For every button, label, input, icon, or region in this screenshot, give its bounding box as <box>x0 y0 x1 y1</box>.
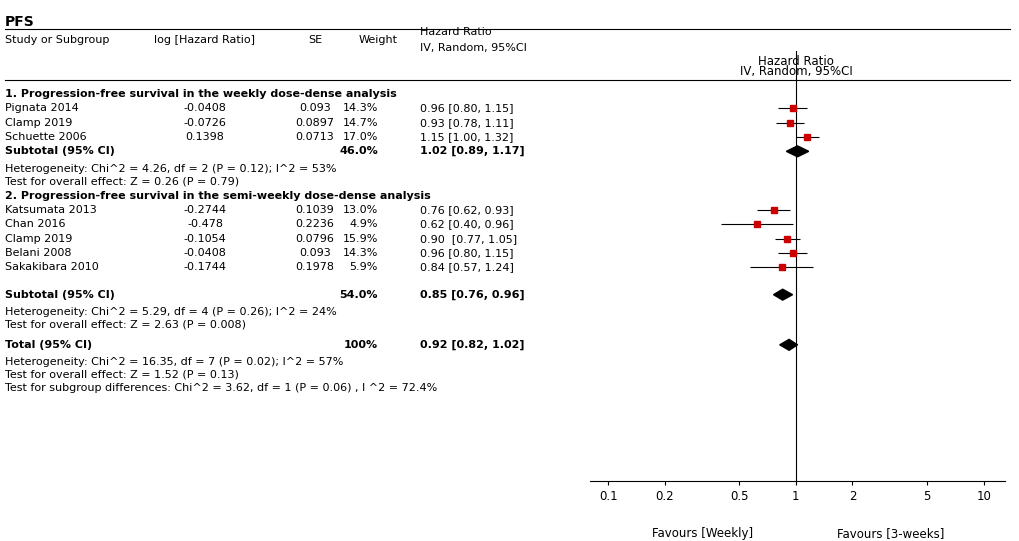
Text: IV, Random, 95%CI: IV, Random, 95%CI <box>739 64 852 77</box>
Polygon shape <box>772 289 792 300</box>
Text: Hazard Ratio: Hazard Ratio <box>757 55 833 68</box>
Text: IV, Random, 95%CI: IV, Random, 95%CI <box>420 43 527 53</box>
Text: -0.0726: -0.0726 <box>183 117 226 128</box>
Text: 0.093: 0.093 <box>299 248 330 258</box>
Text: 0.0713: 0.0713 <box>296 132 334 142</box>
Text: 14.3%: 14.3% <box>342 103 378 113</box>
Text: 1.15 [1.00, 1.32]: 1.15 [1.00, 1.32] <box>420 132 513 142</box>
Text: Pignata 2014: Pignata 2014 <box>5 103 78 113</box>
Text: Test for subgroup differences: Chi^2 = 3.62, df = 1 (P = 0.06) , I ^2 = 72.4%: Test for subgroup differences: Chi^2 = 3… <box>5 383 437 393</box>
Text: Weight: Weight <box>358 35 397 45</box>
Text: Clamp 2019: Clamp 2019 <box>5 117 72 128</box>
Text: Katsumata 2013: Katsumata 2013 <box>5 205 97 215</box>
Text: Favours [Weekly]: Favours [Weekly] <box>652 527 753 540</box>
Text: 0.62 [0.40, 0.96]: 0.62 [0.40, 0.96] <box>420 220 514 229</box>
Text: 13.0%: 13.0% <box>342 205 378 215</box>
Text: 0.90  [0.77, 1.05]: 0.90 [0.77, 1.05] <box>420 234 517 244</box>
Text: Clamp 2019: Clamp 2019 <box>5 234 72 244</box>
Text: Subtotal (95% CI): Subtotal (95% CI) <box>5 289 115 300</box>
Text: 0.92 [0.82, 1.02]: 0.92 [0.82, 1.02] <box>420 340 524 350</box>
Text: Total (95% CI): Total (95% CI) <box>5 340 92 350</box>
Text: Heterogeneity: Chi^2 = 16.35, df = 7 (P = 0.02); I^2 = 57%: Heterogeneity: Chi^2 = 16.35, df = 7 (P … <box>5 357 343 367</box>
Text: 14.3%: 14.3% <box>342 248 378 258</box>
Text: 0.1398: 0.1398 <box>185 132 224 142</box>
Text: 100%: 100% <box>343 340 378 350</box>
Text: 0.0796: 0.0796 <box>296 234 334 244</box>
Text: -0.0408: -0.0408 <box>183 248 226 258</box>
Text: -0.1054: -0.1054 <box>183 234 226 244</box>
Text: Test for overall effect: Z = 0.26 (P = 0.79): Test for overall effect: Z = 0.26 (P = 0… <box>5 176 238 187</box>
Text: -0.0408: -0.0408 <box>183 103 226 113</box>
Text: Belani 2008: Belani 2008 <box>5 248 71 258</box>
Text: Hazard Ratio: Hazard Ratio <box>420 27 491 37</box>
Text: 0.96 [0.80, 1.15]: 0.96 [0.80, 1.15] <box>420 248 513 258</box>
Text: -0.2744: -0.2744 <box>183 205 226 215</box>
Text: log [Hazard Ratio]: log [Hazard Ratio] <box>154 35 255 45</box>
Text: 0.1039: 0.1039 <box>296 205 334 215</box>
Text: -0.478: -0.478 <box>186 220 223 229</box>
Text: Sakakibara 2010: Sakakibara 2010 <box>5 262 99 273</box>
Text: Favours [3-weeks]: Favours [3-weeks] <box>837 527 944 540</box>
Text: Study or Subgroup: Study or Subgroup <box>5 35 109 45</box>
Text: 0.2236: 0.2236 <box>296 220 334 229</box>
Text: 0.85 [0.76, 0.96]: 0.85 [0.76, 0.96] <box>420 289 524 300</box>
Text: 1. Progression-free survival in the weekly dose-dense analysis: 1. Progression-free survival in the week… <box>5 89 396 99</box>
Text: 5.9%: 5.9% <box>350 262 378 273</box>
Text: Chan 2016: Chan 2016 <box>5 220 65 229</box>
Text: 0.84 [0.57, 1.24]: 0.84 [0.57, 1.24] <box>420 262 514 273</box>
Text: Heterogeneity: Chi^2 = 4.26, df = 2 (P = 0.12); I^2 = 53%: Heterogeneity: Chi^2 = 4.26, df = 2 (P =… <box>5 163 336 174</box>
Polygon shape <box>786 146 808 157</box>
Text: Subtotal (95% CI): Subtotal (95% CI) <box>5 146 115 156</box>
Text: 0.0897: 0.0897 <box>296 117 334 128</box>
Text: 14.7%: 14.7% <box>342 117 378 128</box>
Text: 1.02 [0.89, 1.17]: 1.02 [0.89, 1.17] <box>420 146 524 156</box>
Text: 0.93 [0.78, 1.11]: 0.93 [0.78, 1.11] <box>420 117 514 128</box>
Text: SE: SE <box>308 35 322 45</box>
Text: 2. Progression-free survival in the semi-weekly dose-dense analysis: 2. Progression-free survival in the semi… <box>5 191 430 201</box>
Text: 54.0%: 54.0% <box>339 289 378 300</box>
Text: Heterogeneity: Chi^2 = 5.29, df = 4 (P = 0.26); I^2 = 24%: Heterogeneity: Chi^2 = 5.29, df = 4 (P =… <box>5 307 336 317</box>
Text: 0.1978: 0.1978 <box>296 262 334 273</box>
Text: Schuette 2006: Schuette 2006 <box>5 132 87 142</box>
Text: 0.093: 0.093 <box>299 103 330 113</box>
Text: 17.0%: 17.0% <box>342 132 378 142</box>
Text: 15.9%: 15.9% <box>342 234 378 244</box>
Text: -0.1744: -0.1744 <box>183 262 226 273</box>
Text: PFS: PFS <box>5 15 35 29</box>
Text: 4.9%: 4.9% <box>350 220 378 229</box>
Text: 0.76 [0.62, 0.93]: 0.76 [0.62, 0.93] <box>420 205 514 215</box>
Text: Test for overall effect: Z = 2.63 (P = 0.008): Test for overall effect: Z = 2.63 (P = 0… <box>5 320 246 330</box>
Text: Test for overall effect: Z = 1.52 (P = 0.13): Test for overall effect: Z = 1.52 (P = 0… <box>5 370 238 380</box>
Text: 0.96 [0.80, 1.15]: 0.96 [0.80, 1.15] <box>420 103 513 113</box>
Text: 46.0%: 46.0% <box>339 146 378 156</box>
Polygon shape <box>779 339 797 350</box>
